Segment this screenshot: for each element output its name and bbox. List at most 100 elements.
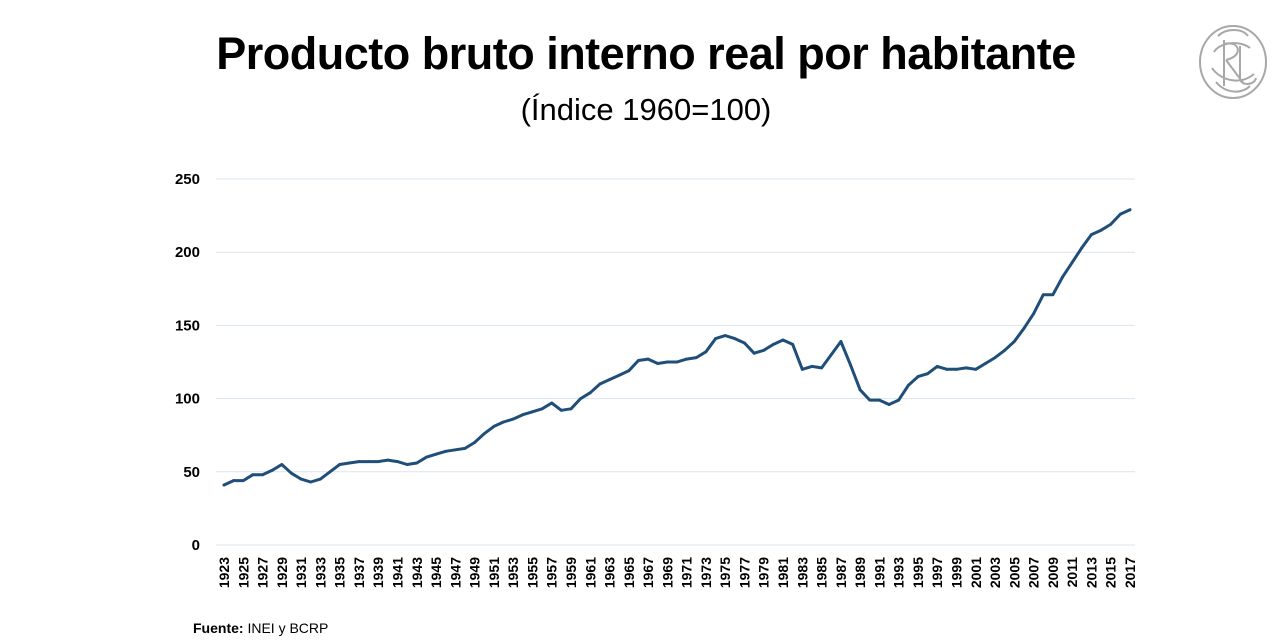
x-tick-label: 1931 [293, 557, 309, 588]
series-line [222, 208, 1132, 487]
data-point [318, 477, 322, 481]
data-point [665, 360, 669, 364]
data-point [926, 372, 929, 376]
x-tick-label: 1995 [910, 557, 926, 588]
x-tick-label: 2013 [1083, 557, 1099, 588]
x-tick-label: 2007 [1026, 557, 1042, 588]
data-point [531, 410, 534, 414]
data-point [463, 446, 467, 450]
x-tick-label: 1969 [659, 557, 675, 588]
data-point [482, 432, 486, 436]
data-point [955, 367, 958, 371]
data-point [405, 463, 409, 466]
x-tick-label: 1963 [602, 557, 618, 588]
x-tick-label: 1937 [351, 557, 367, 588]
data-point [309, 480, 313, 484]
data-point [540, 407, 544, 411]
x-tick-label: 1981 [775, 557, 791, 588]
data-point [656, 362, 660, 365]
data-point [916, 375, 920, 379]
data-point [1041, 293, 1045, 297]
data-point [714, 337, 717, 340]
x-tick-label: 2015 [1103, 557, 1119, 588]
data-point [617, 373, 621, 377]
data-point [347, 461, 351, 465]
data-point [752, 351, 756, 355]
data-point [598, 382, 602, 386]
x-tick-label: 1967 [640, 557, 656, 588]
chart-title: Producto bruto interno real por habitant… [216, 28, 1076, 79]
x-tick-label: 1955 [524, 557, 540, 588]
data-point [299, 477, 303, 481]
data-point [396, 460, 399, 463]
x-tick-label: 1971 [679, 557, 695, 588]
x-tick-label: 1951 [486, 557, 502, 588]
data-point [473, 441, 476, 444]
data-point [743, 341, 746, 345]
data-point [376, 460, 380, 463]
source-text: INEI y BCRP [247, 620, 329, 636]
data-point [1109, 222, 1113, 226]
data-point [251, 473, 255, 477]
x-tick-label: 1947 [447, 557, 463, 588]
x-tick-label: 1935 [332, 557, 348, 588]
data-point [1128, 208, 1132, 212]
data-point [685, 357, 689, 361]
data-point [868, 398, 872, 402]
x-tick-label: 1953 [505, 557, 521, 588]
data-point [646, 357, 650, 361]
data-point [1099, 228, 1103, 232]
y-tick-label: 50 [183, 464, 200, 481]
data-point [280, 463, 284, 466]
data-point [386, 458, 390, 462]
data-point [762, 348, 766, 352]
x-tick-label: 1925 [235, 557, 251, 588]
x-tick-label: 1977 [736, 557, 752, 588]
x-tick-label: 2017 [1122, 557, 1138, 588]
x-tick-label: 1987 [833, 557, 849, 588]
x-tick-label: 1943 [409, 557, 425, 588]
data-point [1070, 261, 1074, 264]
data-point [521, 413, 525, 417]
data-point [627, 369, 631, 373]
data-point [935, 364, 939, 368]
data-point [733, 337, 737, 340]
data-point [993, 356, 997, 360]
data-point [820, 366, 823, 370]
x-tick-label: 1941 [389, 557, 405, 588]
source-note: Fuente: INEI y BCRP [193, 620, 328, 636]
data-point [222, 483, 226, 487]
data-point [290, 471, 293, 475]
x-tick-label: 1993 [891, 557, 907, 588]
y-tick-label: 150 [175, 317, 200, 334]
data-point [367, 460, 370, 463]
chart-subtitle: (Índice 1960=100) [520, 92, 772, 127]
data-point [637, 359, 640, 362]
data-point [675, 360, 679, 364]
data-point [810, 364, 814, 368]
x-tick-label: 1985 [814, 557, 830, 588]
data-point [858, 388, 862, 392]
data-point [511, 417, 515, 421]
data-point [270, 468, 274, 472]
data-point [1118, 212, 1122, 216]
x-tick-label: 1927 [255, 557, 271, 588]
data-point [829, 353, 833, 357]
data-point [964, 366, 968, 370]
x-tick-label: 1979 [756, 557, 772, 588]
x-tick-label: 1933 [312, 557, 328, 588]
data-point [502, 420, 505, 424]
data-point [1012, 340, 1016, 343]
x-tick-label: 1989 [852, 557, 868, 588]
data-point [1080, 246, 1084, 250]
data-point [434, 452, 438, 456]
data-point [608, 378, 611, 381]
data-point [1051, 293, 1055, 297]
data-point [492, 425, 496, 428]
data-point [800, 367, 804, 371]
x-tick-label: 2011 [1064, 557, 1080, 588]
data-point [974, 367, 978, 371]
data-point [771, 343, 775, 346]
data-point [338, 463, 342, 466]
